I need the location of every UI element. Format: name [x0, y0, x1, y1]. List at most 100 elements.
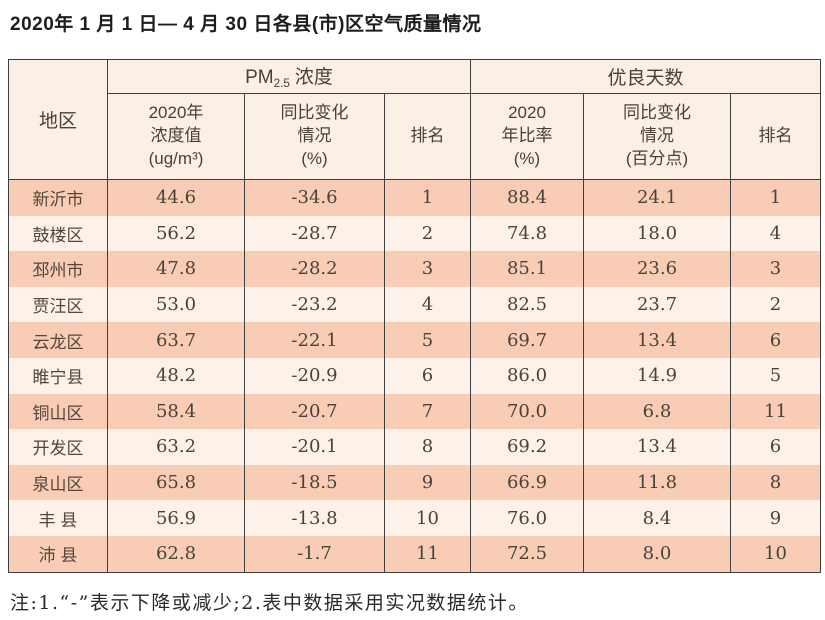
value-cell: 88.4 [470, 179, 584, 216]
region-cell: 开发区 [8, 429, 108, 465]
pm-rank-header-cell: 排名 [384, 93, 471, 180]
value-cell: 63.2 [107, 429, 245, 465]
region-cell: 鼓楼区 [8, 215, 108, 252]
pm-change-header-cell: 同比变化 情况 (%) [244, 93, 385, 180]
value-cell: 23.6 [583, 251, 731, 287]
value-cell: 72.5 [470, 535, 584, 573]
value-cell: 70.0 [470, 393, 584, 430]
header-group-row: 地区 PM2.5 浓度 优良天数 [8, 59, 821, 180]
rank-cell: 8 [730, 464, 821, 501]
value-cell: 62.8 [107, 535, 245, 573]
air-quality-table: 地区 PM2.5 浓度 优良天数 2020年 浓度值 (ug/m³) 同比变化 情… [8, 59, 821, 573]
rank-cell: 10 [730, 535, 821, 573]
table-row: 沛 县 62.8 -1.7 11 72.5 8.0 10 [8, 535, 821, 573]
region-header-cell: 地区 [8, 59, 108, 180]
table-row: 云龙区 63.7 -22.1 5 69.7 13.4 6 [8, 322, 821, 358]
value-cell: 6.8 [583, 393, 731, 430]
rank-cell: 9 [730, 500, 821, 536]
good-days-group-header: 优良天数 [470, 59, 821, 94]
value-cell: 8.0 [583, 535, 731, 573]
region-cell: 新沂市 [8, 179, 108, 216]
rank-cell: 6 [384, 357, 471, 394]
value-cell: 86.0 [470, 357, 584, 394]
table-header: 地区 PM2.5 浓度 优良天数 2020年 浓度值 (ug/m³) 同比变化 情… [8, 59, 821, 180]
table-row: 邳州市 47.8 -28.2 3 85.1 23.6 3 [8, 251, 821, 287]
rank-cell: 7 [384, 393, 471, 430]
rank-cell: 9 [384, 464, 471, 501]
value-cell: 56.2 [107, 215, 245, 252]
value-cell: 8.4 [583, 500, 731, 536]
value-cell: 63.7 [107, 322, 245, 358]
rank-cell: 5 [730, 357, 821, 394]
table-row: 泉山区 65.8 -18.5 9 66.9 11.8 8 [8, 464, 821, 501]
table-row: 睢宁县 48.2 -20.9 6 86.0 14.9 5 [8, 357, 821, 394]
rank-cell: 10 [384, 500, 471, 536]
value-cell: 82.5 [470, 286, 584, 323]
value-cell: 69.2 [470, 429, 584, 465]
good-change-header-cell: 同比变化 情况 (百分点) [583, 93, 731, 180]
value-cell: 74.8 [470, 215, 584, 252]
table-row: 丰 县 56.9 -13.8 10 76.0 8.4 9 [8, 500, 821, 536]
good-rank-header-cell: 排名 [730, 93, 821, 180]
region-cell: 云龙区 [8, 322, 108, 358]
rank-cell: 3 [384, 251, 471, 287]
rank-cell: 6 [730, 322, 821, 358]
value-cell: 48.2 [107, 357, 245, 394]
value-cell: 76.0 [470, 500, 584, 536]
table-row: 铜山区 58.4 -20.7 7 70.0 6.8 11 [8, 393, 821, 430]
value-cell: 44.6 [107, 179, 245, 216]
rank-cell: 11 [384, 535, 471, 573]
rank-cell: 5 [384, 322, 471, 358]
table-row: 鼓楼区 56.2 -28.7 2 74.8 18.0 4 [8, 215, 821, 252]
page-title: 2020年 1 月 1 日— 4 月 30 日各县(市)区空气质量情况 [10, 14, 482, 35]
value-cell: -1.7 [244, 535, 385, 573]
pm-value-header-cell: 2020年 浓度值 (ug/m³) [107, 93, 245, 180]
footnote: 注:1.“-”表示下降或减少;2.表中数据采用实况数据统计。 [10, 591, 529, 614]
value-cell: -34.6 [244, 179, 385, 216]
region-cell: 贾汪区 [8, 286, 108, 323]
value-cell: 11.8 [583, 464, 731, 501]
pm25-label-prefix: PM [245, 67, 274, 89]
rank-cell: 2 [730, 286, 821, 323]
value-cell: 85.1 [470, 251, 584, 287]
value-cell: -22.1 [244, 322, 385, 358]
value-cell: 13.4 [583, 322, 731, 358]
value-cell: 69.7 [470, 322, 584, 358]
value-cell: 24.1 [583, 179, 731, 216]
value-cell: 53.0 [107, 286, 245, 323]
value-cell: 13.4 [583, 429, 731, 465]
rank-cell: 2 [384, 215, 471, 252]
value-cell: 14.9 [583, 357, 731, 394]
rank-cell: 4 [384, 286, 471, 323]
value-cell: 58.4 [107, 393, 245, 430]
value-cell: 23.7 [583, 286, 731, 323]
value-cell: -20.7 [244, 393, 385, 430]
value-cell: -20.1 [244, 429, 385, 465]
value-cell: -13.8 [244, 500, 385, 536]
value-cell: 66.9 [470, 464, 584, 501]
region-cell: 睢宁县 [8, 357, 108, 394]
pm25-label-suffix: 浓度 [294, 67, 333, 89]
rank-cell: 3 [730, 251, 821, 287]
pm25-label-subscript: 2.5 [273, 77, 290, 91]
header-sub-row: 2020年 浓度值 (ug/m³) 同比变化 情况 (%) 排名 2020 年比… [9, 93, 821, 180]
rank-cell: 11 [730, 393, 821, 430]
rank-cell: 8 [384, 429, 471, 465]
rank-cell: 1 [384, 179, 471, 216]
value-cell: 65.8 [107, 464, 245, 501]
value-cell: -18.5 [244, 464, 385, 501]
region-cell: 泉山区 [8, 464, 108, 501]
table-body: 新沂市 44.6 -34.6 1 88.4 24.1 1 鼓楼区 56.2 -28.7 2 74.8 1… [8, 179, 821, 573]
value-cell: -20.9 [244, 357, 385, 394]
rank-cell: 6 [730, 429, 821, 465]
value-cell: 18.0 [583, 215, 731, 252]
table-row: 开发区 63.2 -20.1 8 69.2 13.4 6 [8, 429, 821, 465]
rank-cell: 1 [730, 179, 821, 216]
region-cell: 邳州市 [8, 251, 108, 287]
value-cell: -28.7 [244, 215, 385, 252]
pm25-group-header: PM2.5 浓度 [107, 59, 471, 94]
table-row: 新沂市 44.6 -34.6 1 88.4 24.1 1 [8, 179, 821, 216]
value-cell: 56.9 [107, 500, 245, 536]
table-row: 贾汪区 53.0 -23.2 4 82.5 23.7 2 [8, 286, 821, 323]
region-cell: 沛 县 [8, 535, 108, 573]
